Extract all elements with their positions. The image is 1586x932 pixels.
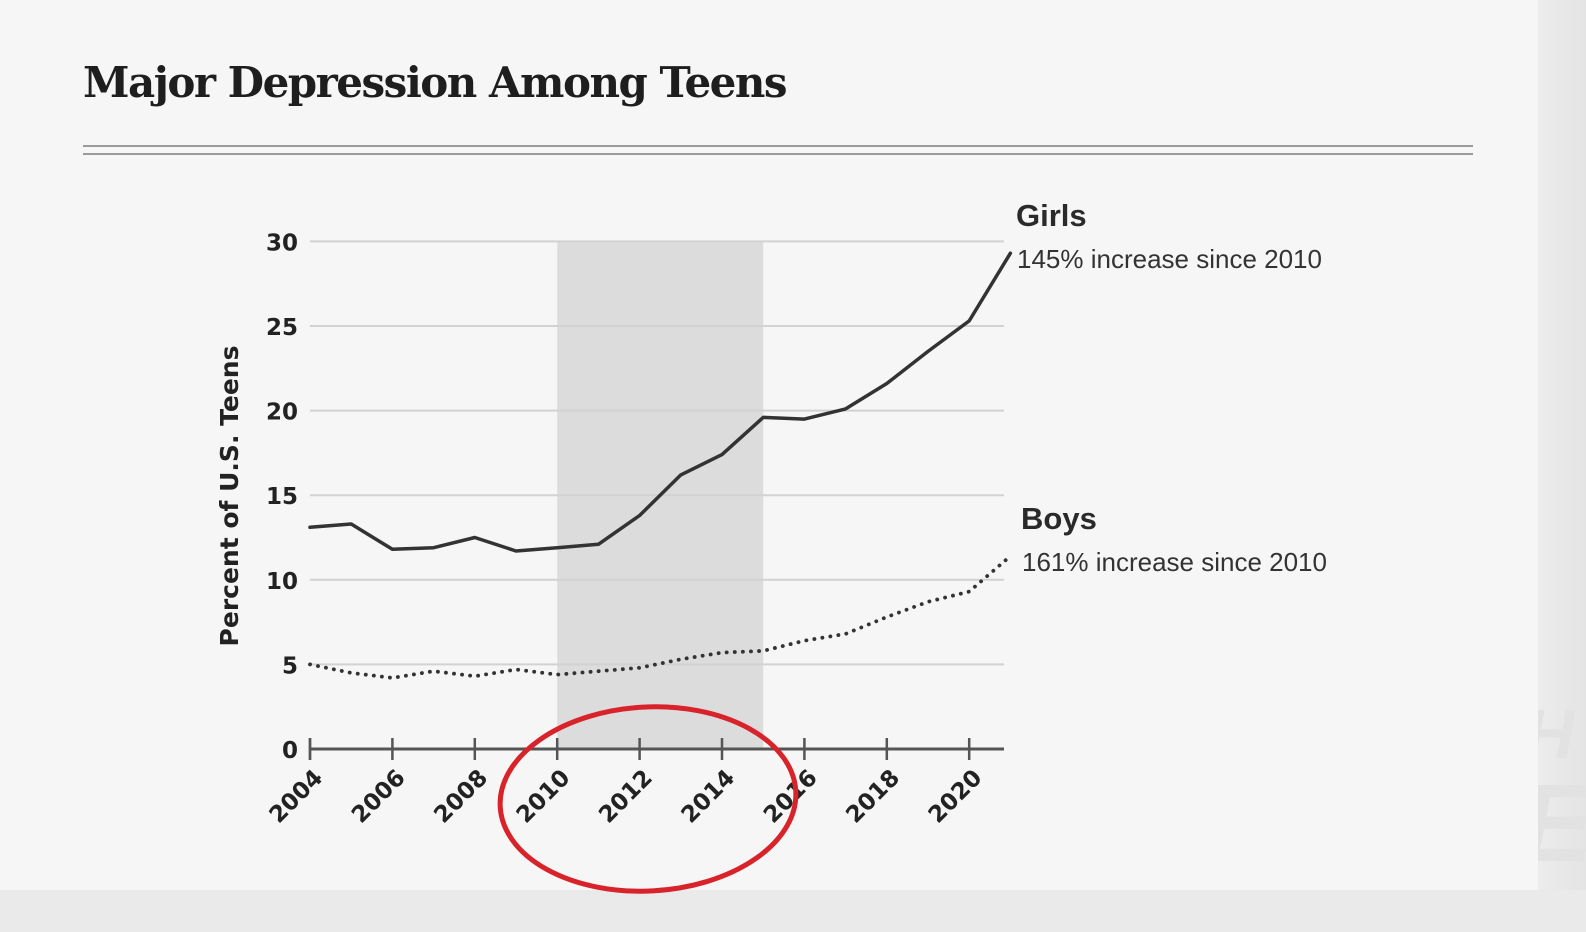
y-tick-label-5: 5 (282, 653, 298, 679)
background-edge-lettering: H E (1538, 690, 1586, 890)
x-tick-label-2020: 2020 (924, 765, 988, 829)
x-tick-label-2008: 2008 (429, 765, 493, 829)
x-tick-label-2014: 2014 (677, 765, 741, 829)
y-tick-label-10: 10 (266, 569, 298, 595)
x-tick-label-2006: 2006 (347, 765, 411, 829)
series-annotation-boys: 161% increase since 2010 (1022, 547, 1327, 577)
y-tick-label-30: 30 (266, 230, 298, 256)
y-tick-label-20: 20 (266, 400, 298, 426)
chart-title: Major Depression Among Teens (83, 58, 788, 107)
series-label-girls: Girls (1016, 198, 1087, 233)
y-tick-label-0: 0 (282, 738, 298, 764)
highlight-circle (497, 704, 799, 894)
x-tick-label-2010: 2010 (512, 765, 576, 829)
series-annotation-girls: 145% increase since 2010 (1017, 244, 1322, 274)
background-edge-panel (1538, 0, 1586, 932)
background-bottom-strip (0, 890, 1586, 932)
x-tick-label-2018: 2018 (841, 765, 905, 829)
x-tick-label-2004: 2004 (265, 765, 329, 829)
series-label-boys: Boys (1021, 501, 1097, 536)
series-line-girls (308, 251, 1013, 553)
x-tick-label-2012: 2012 (594, 765, 658, 829)
y-axis-title: Percent of U.S. Teens (215, 346, 244, 647)
y-tick-label-25: 25 (266, 315, 298, 341)
title-rule-top (83, 145, 1473, 147)
y-tick-label-15: 15 (266, 484, 298, 510)
title-rule-bottom (83, 153, 1473, 155)
